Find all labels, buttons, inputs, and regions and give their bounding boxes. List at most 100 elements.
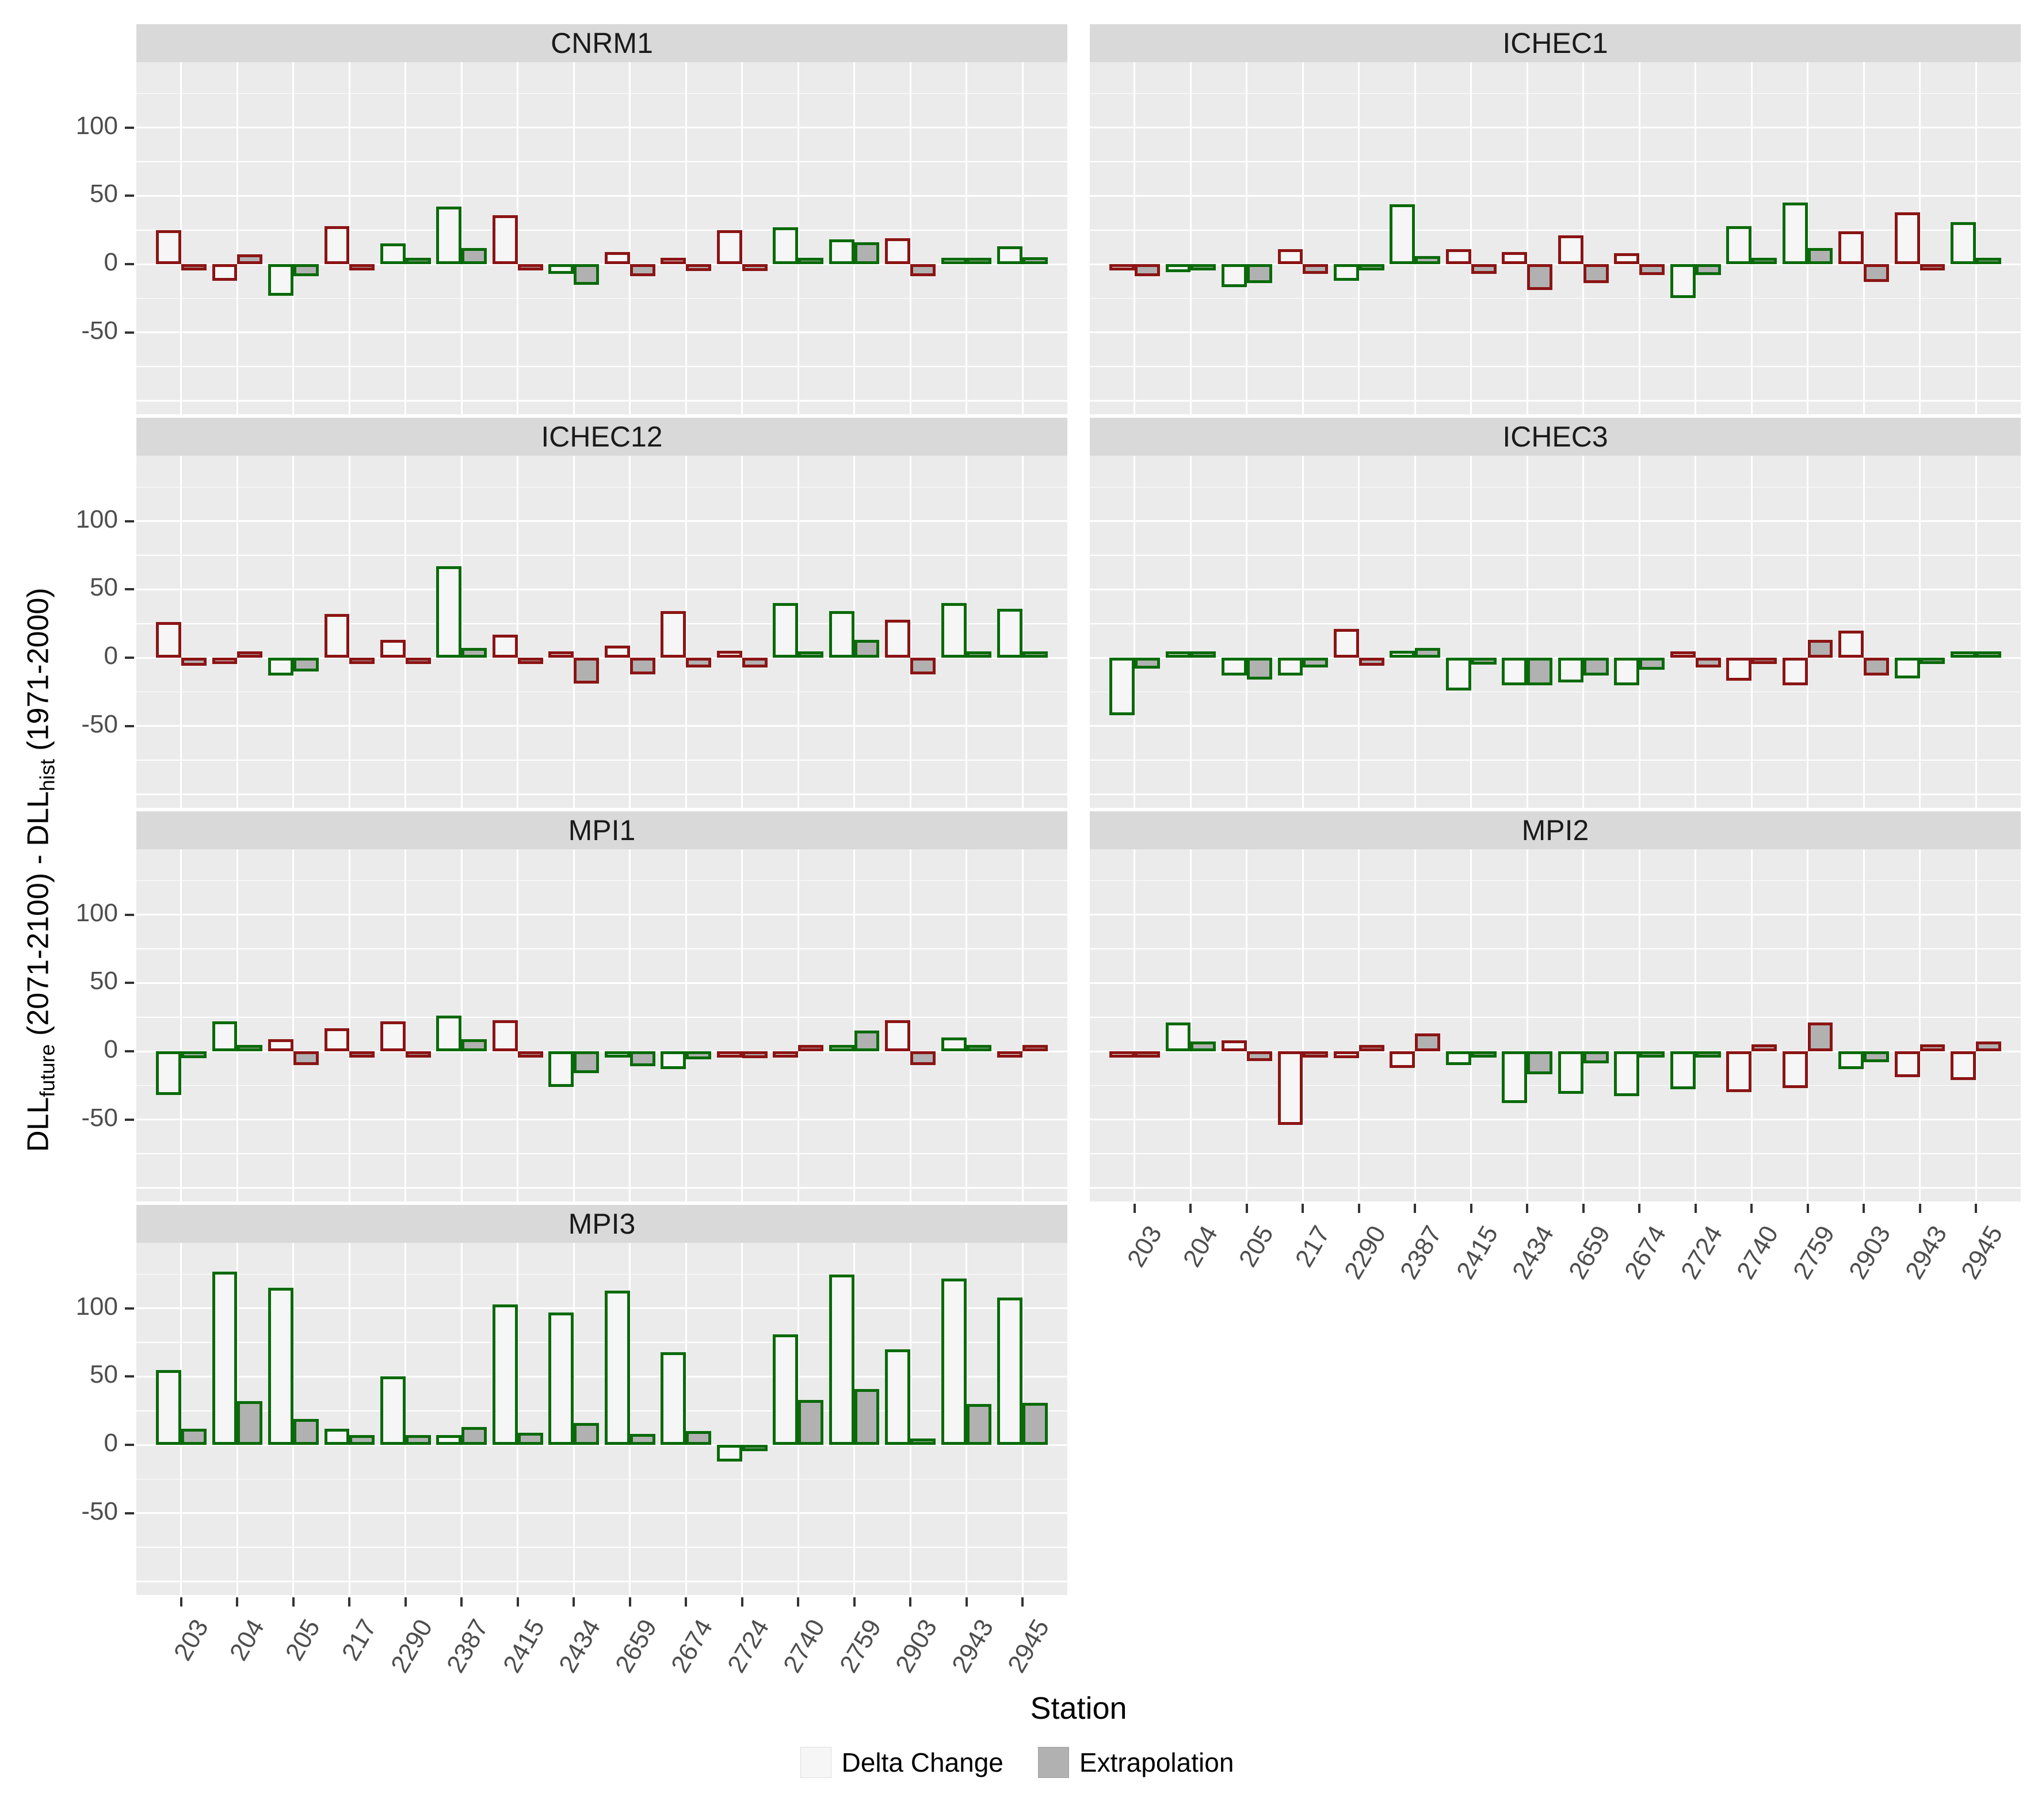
gridline-vertical (180, 62, 182, 414)
legend-label-extrapolation: Extrapolation (1079, 1747, 1234, 1777)
bar-delta-205 (1222, 1040, 1247, 1052)
bar-delta-2387 (1390, 204, 1415, 265)
gridline-vertical (1470, 456, 1472, 808)
bar-extrapolation-204 (237, 254, 263, 265)
gridline-major (1090, 1186, 2021, 1189)
gridline-vertical (460, 849, 463, 1201)
bar-extrapolation-2945 (1976, 1041, 2001, 1052)
x-tick-text: 2740 (1731, 1221, 1784, 1284)
y-tick-mark (125, 194, 134, 197)
bar-extrapolation-2945 (1976, 651, 2001, 658)
gridline-minor (1090, 948, 2021, 949)
bar-delta-2903 (885, 1349, 911, 1445)
bar-extrapolation-217 (1303, 658, 1329, 667)
gridline-major (1090, 399, 2021, 402)
gridline-vertical (1695, 62, 1697, 414)
gridline-vertical (966, 849, 968, 1201)
bar-extrapolation-2415 (517, 1051, 543, 1058)
bar-extrapolation-2903 (1864, 658, 1889, 676)
gridline-vertical (853, 62, 856, 414)
extrapolation-swatch (1037, 1747, 1069, 1778)
x-tick-mark (348, 1597, 351, 1607)
bar-extrapolation-2724 (1695, 1051, 1721, 1058)
bar-delta-205 (1222, 658, 1247, 676)
gridline-vertical (292, 849, 295, 1201)
gridline-minor (1090, 366, 2021, 367)
bar-delta-204 (1165, 1022, 1191, 1052)
bar-extrapolation-204 (1190, 651, 1216, 658)
bar-extrapolation-2724 (1695, 264, 1721, 276)
x-tick-mark (965, 1597, 968, 1607)
gridline-vertical (236, 62, 238, 414)
bar-extrapolation-2434 (1527, 264, 1553, 291)
bar-extrapolation-2945 (1022, 651, 1048, 658)
facet-title: MPI3 (568, 1208, 636, 1240)
gridline-vertical (1246, 849, 1248, 1201)
bar-delta-2903 (885, 1020, 911, 1052)
legend: Delta Change Extrapolation (0, 1747, 2034, 1778)
gridline-minor (136, 161, 1067, 162)
x-tick-text: 2290 (385, 1615, 438, 1678)
facet-strip-MPI1: MPI1 (136, 811, 1067, 849)
bar-extrapolation-2387 (461, 648, 487, 658)
gridline-minor (1090, 1085, 2021, 1086)
bar-delta-203 (156, 1051, 181, 1095)
facet-title: ICHEC1 (1502, 27, 1608, 59)
bar-delta-2387 (436, 1435, 462, 1445)
bar-extrapolation-217 (349, 264, 375, 271)
bar-delta-205 (268, 264, 293, 296)
gridline-minor (136, 366, 1067, 367)
gridline-minor (136, 623, 1067, 624)
bar-extrapolation-2945 (1022, 1402, 1048, 1445)
bar-extrapolation-2724 (742, 1051, 768, 1058)
gridline-major (1090, 127, 2021, 129)
gridline-vertical (1975, 62, 1977, 414)
bar-extrapolation-2290 (405, 658, 431, 665)
x-tick-text: 204 (1177, 1221, 1223, 1272)
gridline-minor (136, 880, 1067, 882)
gridline-major (1090, 520, 2021, 522)
x-tick-text: 2387 (441, 1615, 494, 1678)
bar-extrapolation-2415 (517, 1432, 543, 1445)
gridline-vertical (460, 456, 463, 808)
bar-extrapolation-2415 (1471, 1051, 1497, 1058)
gridline-vertical (741, 62, 743, 414)
gridline-minor (1090, 623, 2021, 624)
bar-extrapolation-2724 (1695, 658, 1721, 667)
bar-delta-203 (1109, 1051, 1135, 1058)
bar-extrapolation-2945 (1022, 1045, 1048, 1052)
x-tick-text: 2659 (1563, 1221, 1616, 1284)
gridline-major (1090, 1119, 2021, 1121)
facet-title: CNRM1 (551, 27, 653, 59)
gridline-vertical (180, 849, 182, 1201)
x-tick-text: 2740 (778, 1615, 831, 1678)
bar-extrapolation-2434 (1527, 1051, 1553, 1075)
x-axis-title: Station (1030, 1691, 1127, 1726)
x-tick-text: 2724 (722, 1615, 775, 1678)
x-tick-mark (853, 1597, 856, 1607)
bar-delta-2659 (604, 1051, 630, 1058)
x-tick-mark (236, 1597, 239, 1607)
bar-extrapolation-2740 (798, 1399, 823, 1445)
bar-extrapolation-2740 (1751, 658, 1777, 665)
facet-title: MPI2 (1521, 814, 1589, 846)
bar-delta-2724 (1670, 264, 1696, 299)
gridline-vertical (797, 849, 799, 1201)
gridline-vertical (1021, 849, 1024, 1201)
bar-delta-2674 (1614, 1051, 1640, 1097)
bar-delta-2415 (492, 215, 518, 265)
bar-extrapolation-2943 (966, 651, 992, 658)
gridline-minor (1090, 880, 2021, 882)
gridline-vertical (460, 62, 463, 414)
x-tick-mark (1189, 1204, 1192, 1213)
gridline-vertical (741, 1243, 743, 1595)
bar-extrapolation-203 (181, 1051, 207, 1058)
x-tick-text: 204 (224, 1615, 270, 1666)
bar-extrapolation-204 (237, 1401, 263, 1445)
x-tick-mark (797, 1597, 800, 1607)
gridline-vertical (1975, 849, 1977, 1201)
gridline-major (136, 1307, 1067, 1310)
bar-extrapolation-2387 (461, 1427, 487, 1445)
gridline-vertical (517, 1243, 519, 1595)
gridline-vertical (1358, 456, 1360, 808)
